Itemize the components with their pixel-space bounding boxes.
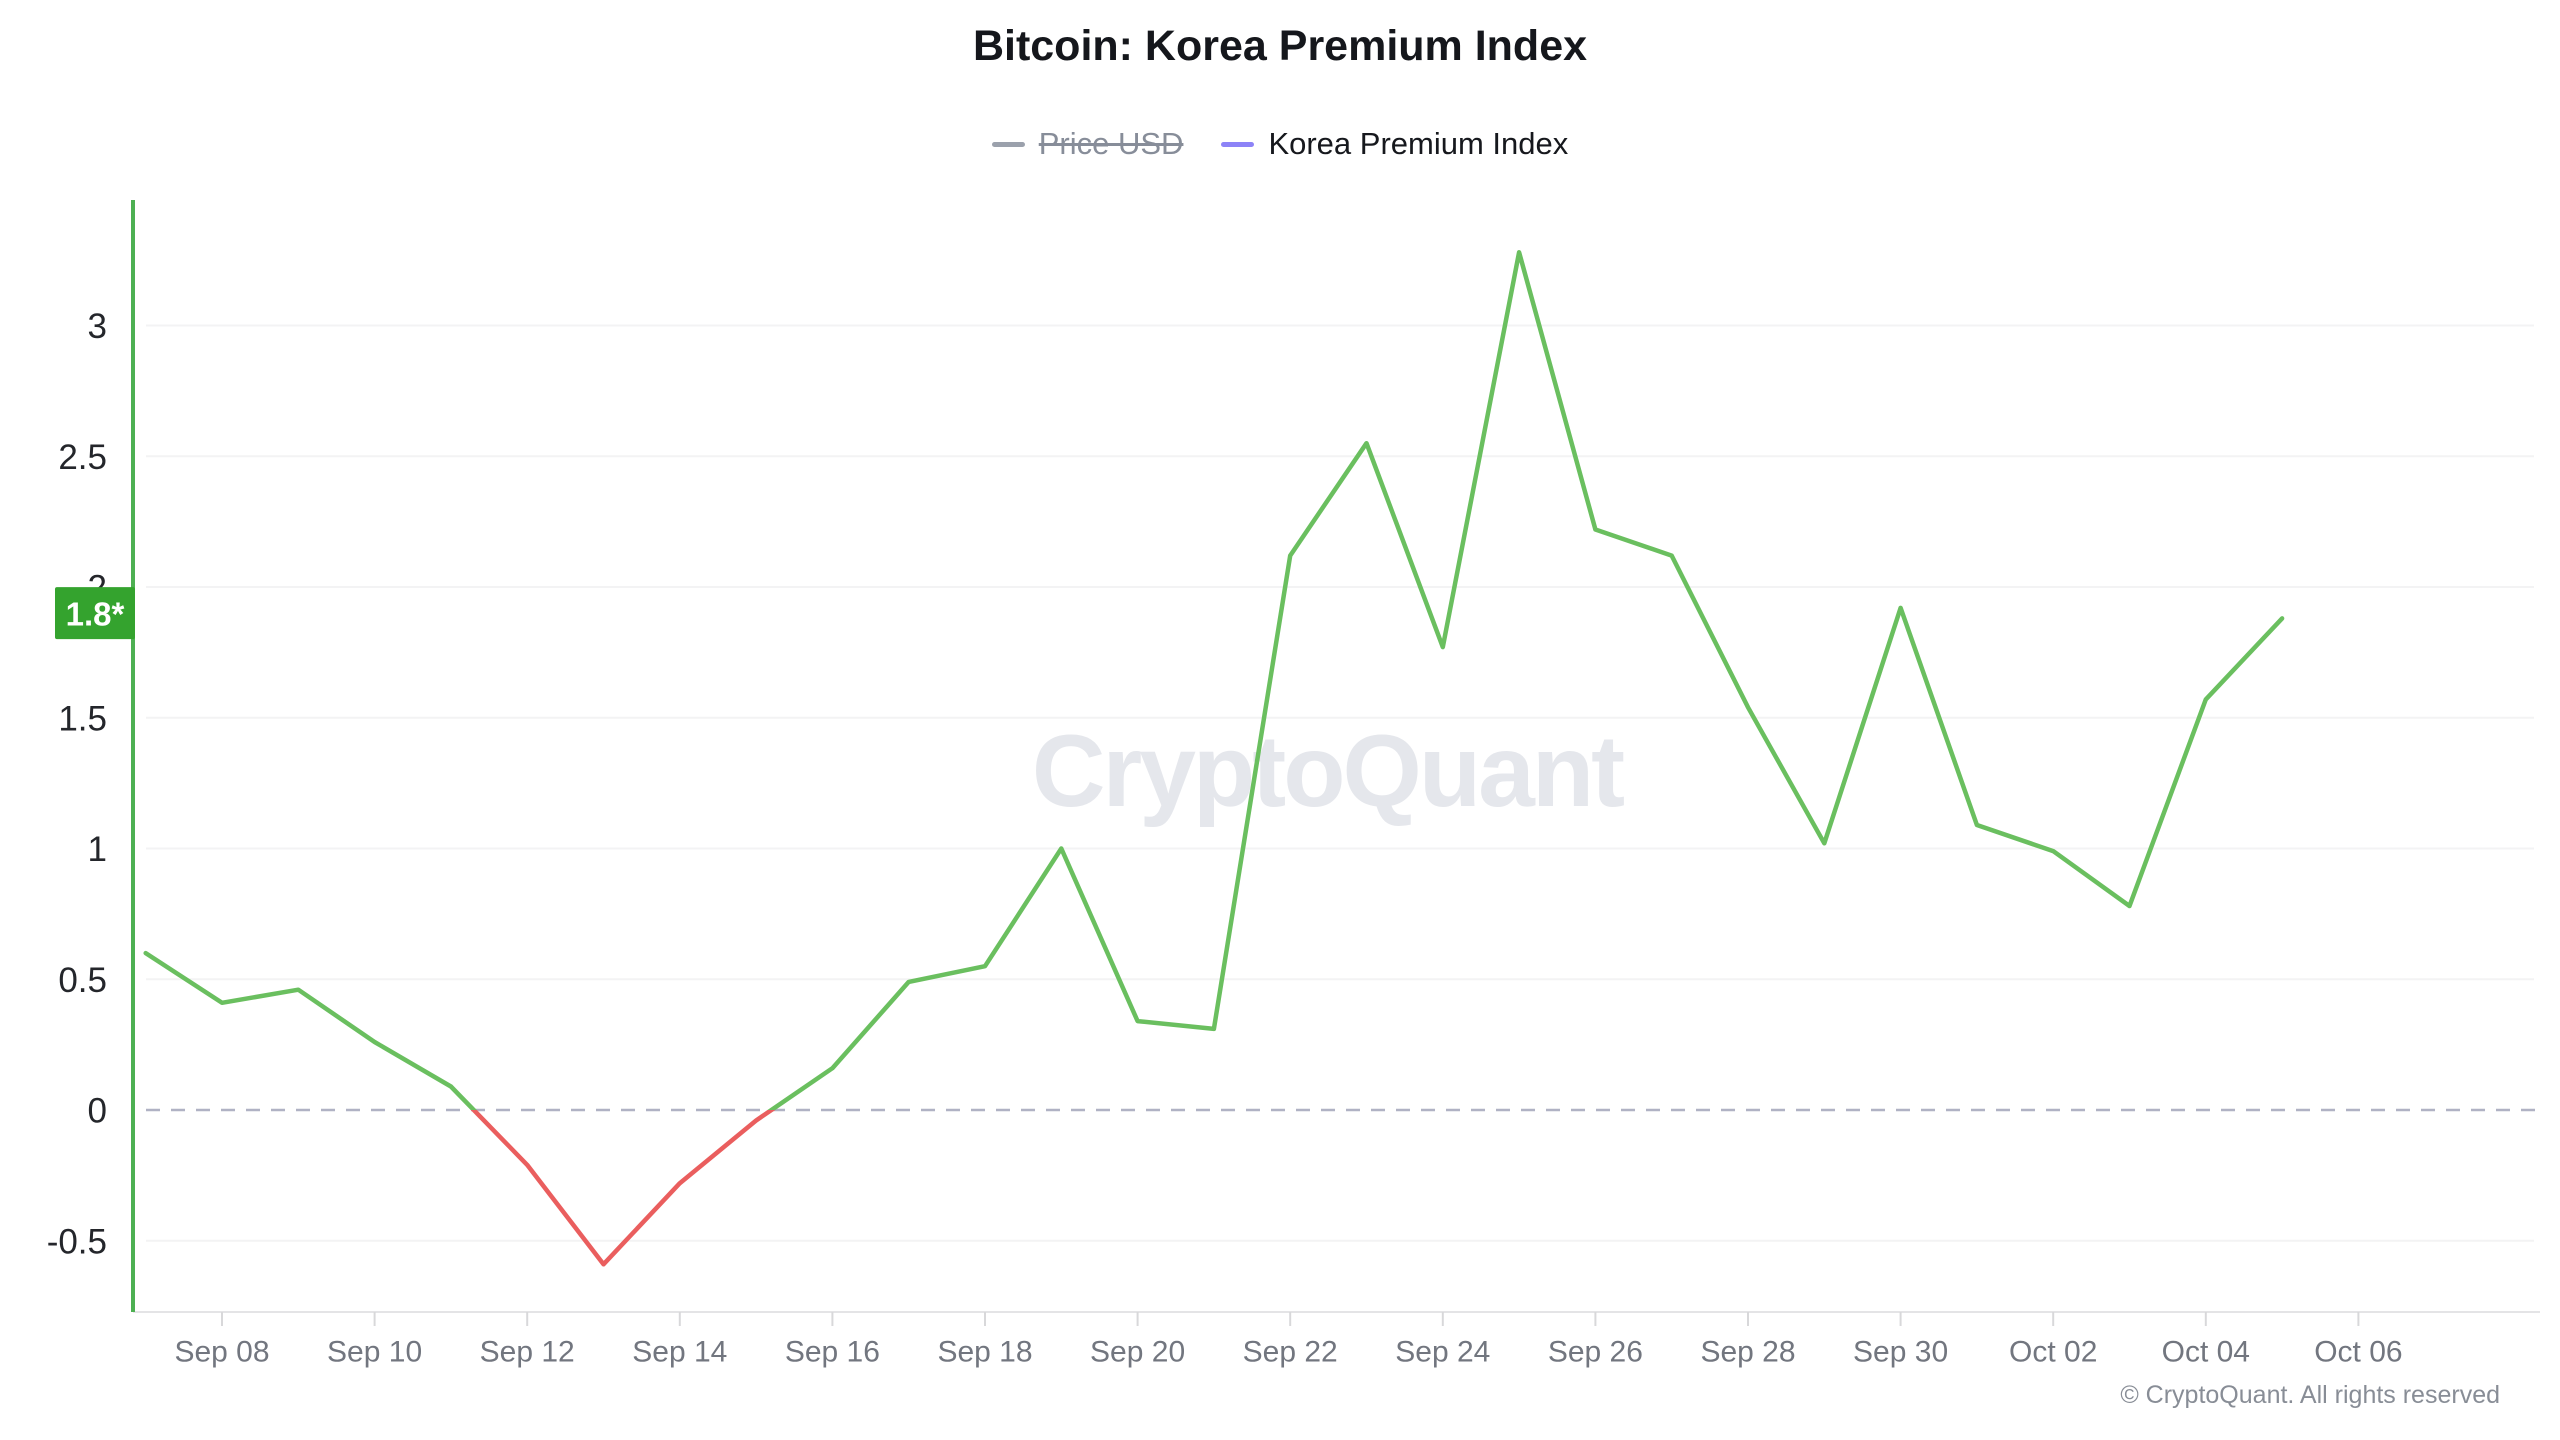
x-axis-label: Oct 06 bbox=[2314, 1336, 2402, 1369]
x-axis-label: Sep 14 bbox=[632, 1336, 727, 1369]
x-axis-label: Sep 22 bbox=[1243, 1336, 1338, 1369]
legend-label-price-usd: Price USD bbox=[1038, 126, 1184, 161]
x-axis-label: Sep 18 bbox=[937, 1336, 1032, 1369]
last-value-badge-label: 1.8* bbox=[66, 596, 125, 633]
y-axis-label: 1.5 bbox=[58, 699, 107, 738]
x-axis-label: Sep 20 bbox=[1090, 1336, 1185, 1369]
x-axis-label: Oct 02 bbox=[2009, 1336, 2097, 1369]
series-line-positive[interactable] bbox=[143, 250, 2285, 1264]
y-axis-label: 3 bbox=[88, 307, 107, 346]
y-axis-label: -0.5 bbox=[47, 1222, 107, 1261]
y-axis-label: 2.5 bbox=[58, 438, 107, 477]
y-axis-labels: 32.521.510.50-0.5 bbox=[47, 307, 107, 1261]
x-axis-label: Sep 28 bbox=[1700, 1336, 1795, 1369]
legend-dash-korea-premium-index-icon bbox=[1221, 141, 1255, 147]
series-line-negative[interactable] bbox=[146, 252, 2282, 1267]
y-axis-label: 0 bbox=[88, 1092, 107, 1131]
chart-title: Bitcoin: Korea Premium Index bbox=[972, 22, 1588, 70]
y-axis-label: 1 bbox=[88, 830, 107, 869]
x-axis-label: Oct 04 bbox=[2162, 1336, 2250, 1369]
legend-item-price-usd[interactable]: Price USD bbox=[991, 126, 1184, 162]
x-axis-ticks bbox=[221, 1312, 2360, 1326]
x-axis-label: Sep 10 bbox=[327, 1336, 422, 1369]
y-axis-label: 0.5 bbox=[58, 961, 107, 1000]
legend: Price USD Korea Premium Index bbox=[0, 126, 2560, 162]
x-axis-labels: Sep 08 Sep 10 Sep 12 Sep 14 Sep 16 Sep 18 Sep … bbox=[174, 1336, 2402, 1369]
legend-item-korea-premium-index[interactable]: Korea Premium Index bbox=[1221, 126, 1568, 162]
x-axis-label: Sep 16 bbox=[785, 1336, 880, 1369]
legend-dash-price-usd-icon bbox=[991, 141, 1025, 147]
last-value-badge: 1.8* bbox=[55, 587, 135, 640]
copyright-text: © CryptoQuant. All rights reserved bbox=[2120, 1381, 2500, 1409]
x-axis-label: Sep 26 bbox=[1548, 1336, 1643, 1369]
legend-label-korea-premium-index: Korea Premium Index bbox=[1268, 126, 1569, 161]
y-gridlines bbox=[146, 324, 2534, 1242]
x-axis-label: Sep 24 bbox=[1395, 1336, 1490, 1369]
x-axis-label: Sep 12 bbox=[480, 1336, 575, 1369]
x-axis-label: Sep 30 bbox=[1853, 1336, 1948, 1369]
x-axis-label: Sep 08 bbox=[174, 1336, 269, 1369]
cryptoquant-watermark: CryptoQuant bbox=[1032, 714, 1624, 828]
